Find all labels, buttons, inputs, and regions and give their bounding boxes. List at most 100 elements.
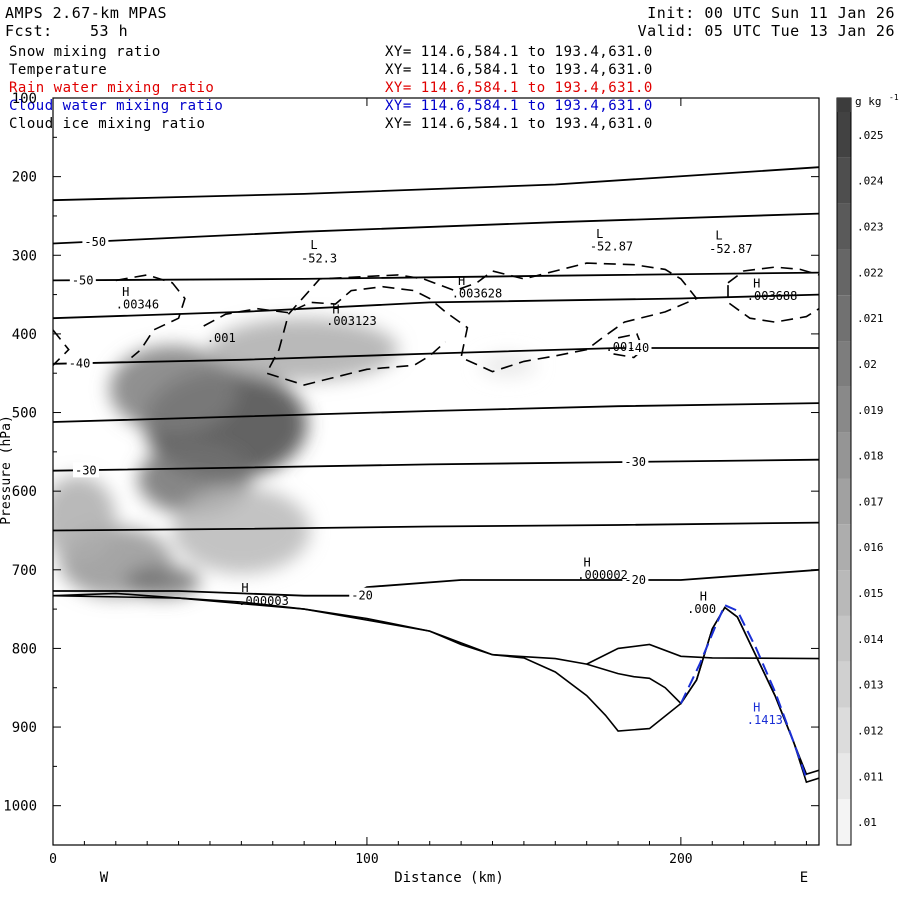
legend-snow-xy: XY= 114.6,584.1 to 193.4,631.0	[385, 44, 653, 60]
isotherm-1	[53, 212, 819, 245]
model-title: AMPS 2.67-km MPAS	[5, 4, 168, 22]
isotherm-label-11: -20	[624, 573, 646, 587]
isotherm-label-1: -50	[84, 235, 106, 249]
y-tick-label-8: 900	[12, 720, 37, 736]
y-tick-label-6: 700	[12, 563, 37, 579]
colorbar-swatch-4	[837, 615, 851, 662]
colorbar-swatch-15	[837, 112, 851, 158]
isotherm-label-bg-5	[625, 340, 652, 356]
snow-shade-4	[172, 487, 311, 574]
contour-annotation-14: .001	[207, 331, 236, 345]
colorbar-swatch-0	[837, 799, 851, 845]
colorbar-swatch-12	[837, 249, 851, 296]
colorbar-label-6: .016	[857, 541, 884, 554]
valid-time: Valid: 05 UTC Tue 13 Jan 26	[637, 22, 895, 40]
contour-annotation-12: H	[753, 277, 760, 291]
legend-rain-name: Rain water mixing ratio	[9, 80, 215, 96]
colorbar-swatch-13	[837, 203, 851, 250]
contour-annotation-1: -52.3	[301, 251, 337, 265]
colorbar-swatch-2	[837, 707, 851, 754]
colorbar-label-10: .02	[857, 358, 877, 371]
colorbar-units-exponent: -1	[889, 93, 899, 102]
contour-annotation-20: H	[700, 589, 707, 603]
colorbar-label-5: .015	[857, 587, 884, 600]
colorbar-label-7: .017	[857, 495, 884, 508]
colorbar-label-14: .024	[857, 175, 884, 188]
colorbar-swatch-1	[837, 753, 851, 800]
init-time: Init: 00 UTC Sun 11 Jan 26	[647, 4, 895, 22]
contour-annotation-16: H	[241, 581, 248, 595]
snow-shade-1	[109, 345, 236, 433]
colorbar-swatch-11	[837, 295, 851, 342]
isotherm-label-7: -30	[75, 463, 97, 477]
isotherm-label-10: -20	[351, 589, 373, 603]
cloud-water-contour	[679, 603, 808, 779]
x-tick-label-1: 100	[355, 852, 378, 867]
forecast-value: 53 h	[90, 22, 129, 40]
colorbar-swatch-3	[837, 661, 851, 708]
legend-rain-xy: XY= 114.6,584.1 to 193.4,631.0	[385, 80, 653, 96]
isotherm-2	[53, 271, 819, 282]
contour-annotation-23: .1413	[747, 713, 783, 727]
contour-annotation-0: L	[310, 238, 317, 252]
isotherm-label-2: -50	[72, 273, 94, 287]
legend-cloud-water-xy: XY= 114.6,584.1 to 193.4,631.0	[385, 98, 653, 114]
colorbar-swatch-7	[837, 478, 851, 525]
legend-temp-xy: XY= 114.6,584.1 to 193.4,631.0	[385, 62, 653, 78]
y-tick-label-1: 200	[12, 170, 37, 186]
y-axis-title: Pressure (hPa)	[0, 415, 14, 525]
colorbar-swatch-10	[837, 341, 851, 387]
y-tick-label-5: 600	[12, 484, 37, 500]
colorbar-swatch-14	[837, 157, 851, 204]
snow-contour-1	[203, 262, 698, 386]
y-tick-label-3: 400	[12, 327, 37, 343]
snow-contour-4	[53, 329, 70, 366]
terrain-plateau	[586, 643, 819, 665]
x-axis-title: Distance (km)	[394, 870, 504, 886]
legend-cloud-ice-name: Cloud ice mixing ratio	[9, 116, 206, 132]
isotherm-label-8: -30	[624, 455, 646, 469]
snow-contour-3	[727, 285, 819, 323]
colorbar-label-12: .022	[857, 266, 884, 279]
contour-annotation-10: H	[458, 274, 465, 288]
isotherm-label-5: -40	[628, 341, 650, 355]
contour-annotation-15: .001	[606, 340, 635, 354]
contour-annotation-22: H	[753, 700, 760, 714]
contour-annotation-6: H	[122, 285, 129, 299]
x-axis-west-label: W	[100, 870, 109, 886]
colorbar-swatch-6	[837, 524, 851, 571]
colorbar-label-3: .013	[857, 679, 884, 692]
y-tick-label-2: 300	[12, 248, 37, 264]
isotherm-9	[53, 521, 819, 532]
contour-annotation-18: H	[584, 556, 591, 570]
snow-shade-7	[53, 475, 116, 562]
isotherm-label-bg-1	[82, 233, 109, 249]
isotherm-label-4: -40	[69, 356, 91, 370]
contour-annotation-21: .000	[687, 602, 716, 616]
plot-frame	[52, 97, 820, 846]
colorbar-units: g kg	[855, 95, 882, 108]
colorbar-top-swatch	[837, 98, 851, 112]
isotherm-label-bg-10	[349, 587, 376, 603]
contour-annotation-2: L	[596, 227, 603, 241]
colorbar-label-0: .01	[857, 816, 877, 829]
colorbar-label-8: .018	[857, 450, 884, 463]
snow-contour-2	[727, 266, 819, 284]
legend-temp-name: Temperature	[9, 62, 108, 78]
isotherm-4	[53, 347, 819, 365]
y-tick-label-7: 800	[12, 641, 37, 657]
snow-shade-8	[479, 353, 537, 378]
contour-annotation-5: -52.87	[709, 242, 752, 256]
contour-annotation-19: .000002	[577, 568, 628, 582]
colorbar-label-13: .023	[857, 221, 884, 234]
colorbar-swatch-9	[837, 386, 851, 433]
isotherm-label-bg-8	[622, 453, 649, 469]
colorbar-swatch-5	[837, 570, 851, 616]
colorbar-label-1: .011	[857, 770, 884, 783]
contour-annotation-8: H	[332, 302, 339, 316]
snow-shade-6	[125, 565, 201, 598]
colorbar-label-4: .014	[857, 633, 884, 646]
contour-annotation-9: .003123	[326, 314, 377, 328]
contour-annotation-17: .000003	[238, 594, 289, 608]
contour-annotation-4: L	[715, 229, 722, 243]
